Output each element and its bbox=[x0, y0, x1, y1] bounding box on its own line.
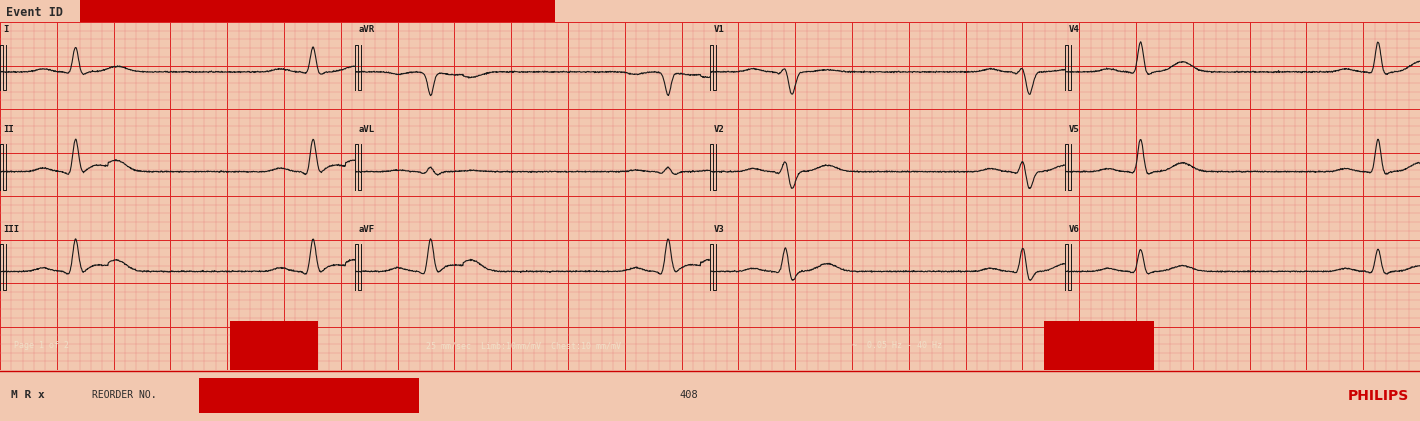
Text: aVL: aVL bbox=[358, 125, 375, 134]
Text: ~  0.05 Hz - 40 Hz: ~ 0.05 Hz - 40 Hz bbox=[852, 341, 941, 350]
Text: III: III bbox=[4, 224, 20, 234]
Text: Event ID: Event ID bbox=[6, 5, 62, 19]
Text: V1: V1 bbox=[713, 25, 724, 34]
Text: aVR: aVR bbox=[358, 25, 375, 34]
Bar bbox=[80, 0, 555, 22]
Text: V3: V3 bbox=[713, 224, 724, 234]
Text: Page 1 of 2: Page 1 of 2 bbox=[14, 341, 70, 350]
Text: II: II bbox=[4, 125, 14, 134]
Bar bbox=[230, 321, 318, 370]
Text: PHILIPS: PHILIPS bbox=[1348, 389, 1409, 402]
Text: aVF: aVF bbox=[358, 224, 375, 234]
Bar bbox=[1044, 321, 1154, 370]
Text: REORDER NO.: REORDER NO. bbox=[92, 391, 158, 400]
Bar bbox=[199, 378, 419, 413]
Text: V2: V2 bbox=[713, 125, 724, 134]
Text: 25 mm/sec  Limb:10mm/mV  Chest:10 mm/mV: 25 mm/sec Limb:10mm/mV Chest:10 mm/mV bbox=[426, 341, 621, 350]
Text: M R x: M R x bbox=[11, 391, 45, 400]
Text: I: I bbox=[4, 25, 9, 34]
Text: V4: V4 bbox=[1069, 25, 1079, 34]
Text: 408: 408 bbox=[679, 391, 699, 400]
Text: V5: V5 bbox=[1069, 125, 1079, 134]
Text: V6: V6 bbox=[1069, 224, 1079, 234]
